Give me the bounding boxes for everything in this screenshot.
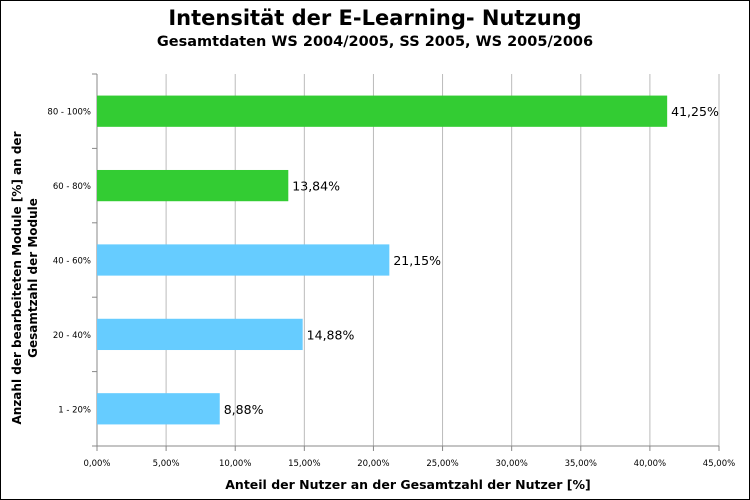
- x-tick-label: 30,00%: [495, 459, 527, 469]
- x-tick-label: 20,00%: [357, 459, 389, 469]
- bar-value-label: 41,25%: [671, 104, 719, 119]
- x-tick-label: 45,00%: [703, 459, 735, 469]
- x-tick-label: 25,00%: [426, 459, 458, 469]
- y-category-label: 80 - 100%: [47, 108, 91, 118]
- x-tick-label: 0,00%: [83, 459, 110, 469]
- bar-value-label: 13,84%: [292, 179, 340, 194]
- y-category-label: 1 - 20%: [58, 405, 91, 415]
- x-axis-label: Anteil der Nutzer an der Gesamtzahl der …: [225, 477, 591, 492]
- x-tick-label: 5,00%: [153, 459, 180, 469]
- bar: [97, 318, 303, 351]
- bar: [97, 95, 668, 127]
- bar-value-label: 14,88%: [307, 327, 355, 342]
- bar: [97, 393, 220, 425]
- y-category-label: 60 - 80%: [53, 182, 91, 192]
- x-tick-label: 40,00%: [634, 459, 666, 469]
- x-tick-label: 10,00%: [219, 459, 251, 469]
- chart-title: Intensität der E-Learning- Nutzung: [168, 6, 582, 30]
- y-category-label: 40 - 60%: [53, 257, 91, 267]
- y-category-label: 20 - 40%: [53, 331, 91, 341]
- chart-subtitle: Gesamtdaten WS 2004/2005, SS 2005, WS 20…: [156, 34, 594, 50]
- bar: [97, 169, 289, 202]
- bar: [97, 244, 390, 276]
- bar-value-label: 8,88%: [224, 402, 264, 417]
- x-tick-label: 35,00%: [565, 459, 597, 469]
- bar-value-label: 21,15%: [393, 253, 441, 268]
- x-tick-label: 15,00%: [288, 459, 320, 469]
